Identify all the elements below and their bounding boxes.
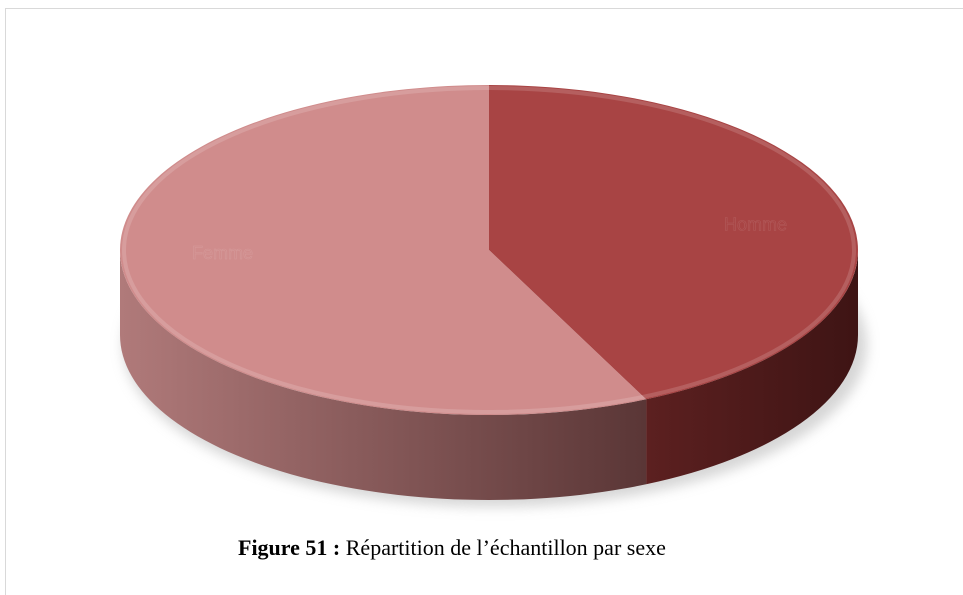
- slice-side: [120, 250, 647, 500]
- caption-text: Répartition de l’échantillon par sexe: [346, 535, 666, 560]
- slice-side: [646, 250, 858, 485]
- slice-label: Homme: [724, 214, 787, 234]
- slice: [489, 85, 858, 400]
- frame: [5, 8, 963, 595]
- caption: Figure 51 : Répartition de l’échantillon…: [238, 535, 666, 560]
- slice-label: Femme: [192, 243, 253, 263]
- slice: [119, 85, 647, 415]
- figure-label: Figure 51 :: [238, 535, 340, 560]
- rim-highlight: [122, 86, 856, 414]
- pie: Homme Femme: [119, 85, 858, 500]
